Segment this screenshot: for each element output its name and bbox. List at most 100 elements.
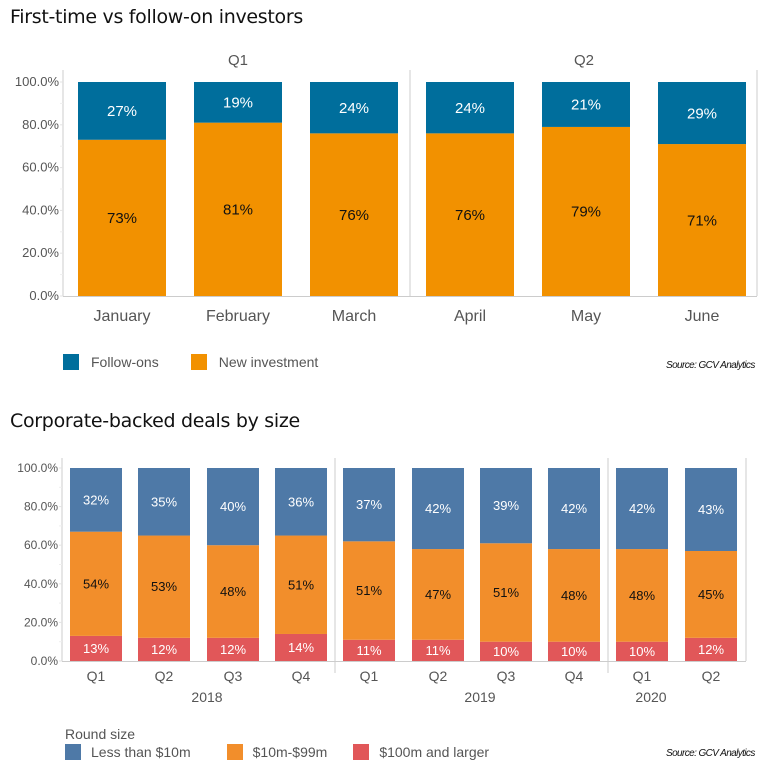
chart1-title: First-time vs follow-on investors: [10, 6, 303, 28]
chart2-source: Source: GCV Analytics: [666, 748, 755, 759]
bar-segment-10m-99m: [685, 550, 737, 638]
legend-item-less-than-10m: Less than $10m: [65, 744, 191, 760]
legend-swatch-follow-ons: [63, 354, 79, 370]
bar-segment-less-than-10m: [275, 468, 327, 536]
x-tick-label: June: [685, 308, 720, 325]
data-label: 12%: [698, 642, 724, 657]
bar-segment-new-investment: [542, 126, 630, 296]
data-label: 47%: [425, 587, 451, 602]
group-label: 2019: [464, 689, 495, 705]
bar-segment-100m-and-larger: [275, 633, 327, 661]
bar-segment-100m-and-larger: [685, 637, 737, 661]
data-label: 51%: [493, 585, 519, 600]
data-label: 81%: [223, 202, 253, 219]
data-label: 54%: [83, 576, 109, 591]
data-label: 21%: [571, 97, 601, 114]
x-tick-label: January: [94, 308, 151, 325]
legend-item-10m-99m: $10m-$99m: [226, 744, 328, 760]
y-tick-label: 40.0%: [22, 202, 59, 217]
bar-segment-100m-and-larger: [480, 641, 532, 661]
bar-segment-10m-99m: [548, 549, 600, 642]
group-label: 2020: [635, 689, 666, 705]
x-tick-label: February: [206, 308, 270, 325]
bar-segment-less-than-10m: [343, 468, 395, 542]
bar-segment-10m-99m: [480, 543, 532, 642]
bar-segment-less-than-10m: [412, 468, 464, 550]
data-label: 43%: [698, 502, 724, 517]
bar-segment-less-than-10m: [138, 468, 190, 536]
y-tick-label: 20.0%: [22, 245, 59, 260]
group-label: Q2: [574, 52, 594, 69]
data-label: 42%: [629, 501, 655, 516]
bar-segment-10m-99m: [616, 549, 668, 642]
bar-segment-follow-ons: [194, 82, 282, 123]
bar-segment-new-investment: [194, 122, 282, 296]
y-tick-label: 100.0%: [15, 74, 60, 89]
data-label: 79%: [571, 204, 601, 221]
data-label: 10%: [493, 644, 519, 659]
x-tick-label: March: [332, 308, 376, 325]
data-label: 48%: [220, 584, 246, 599]
x-tick-label: Q2: [429, 668, 448, 684]
data-label: 24%: [339, 100, 369, 117]
data-label: 76%: [455, 207, 485, 224]
bar-segment-new-investment: [426, 133, 514, 296]
data-label: 51%: [356, 583, 382, 598]
y-tick-label: 0.0%: [29, 288, 59, 303]
data-label: 48%: [561, 588, 587, 603]
bar-segment-100m-and-larger: [616, 641, 668, 661]
x-tick-label: April: [454, 308, 486, 325]
y-tick-label: 0.0%: [31, 654, 59, 668]
legend-label: Less than $10m: [91, 744, 191, 760]
chart2-title: Corporate-backed deals by size: [10, 410, 300, 432]
x-tick-label: May: [571, 308, 601, 325]
x-tick-label: Q4: [565, 668, 584, 684]
data-label: 12%: [151, 642, 177, 657]
bar-segment-follow-ons: [542, 82, 630, 127]
group-label: Q1: [228, 52, 248, 69]
bar-segment-10m-99m: [275, 535, 327, 634]
data-label: 11%: [425, 643, 450, 658]
data-label: 14%: [288, 640, 314, 655]
y-tick-label: 60.0%: [22, 160, 59, 175]
data-label: 10%: [561, 644, 587, 659]
data-label: 40%: [220, 499, 246, 514]
legend-label: $10m-$99m: [252, 744, 328, 760]
bar-segment-100m-and-larger: [548, 641, 600, 661]
bar-segment-10m-99m: [412, 549, 464, 640]
data-label: 53%: [151, 579, 177, 594]
data-label: 12%: [220, 642, 246, 657]
bar-segment-less-than-10m: [548, 468, 600, 550]
bar-segment-less-than-10m: [70, 468, 122, 532]
legend-item-follow-ons: Follow-ons: [63, 354, 159, 370]
bar-segment-100m-and-larger: [70, 635, 122, 661]
legend-swatch-less-than-10m: [65, 744, 81, 760]
bar-segment-10m-99m: [70, 531, 122, 636]
y-tick-label: 100.0%: [17, 461, 58, 475]
data-label: 73%: [107, 210, 137, 227]
bar-segment-follow-ons: [310, 82, 398, 134]
data-label: 42%: [561, 501, 587, 516]
data-label: 19%: [223, 95, 253, 112]
data-label: 48%: [629, 588, 655, 603]
bar-segment-10m-99m: [343, 541, 395, 640]
bar-segment-less-than-10m: [480, 468, 532, 544]
legend-item-new-investment: New investment: [190, 354, 318, 370]
chart1-legend: Follow-ons New investment: [63, 354, 350, 370]
data-label: 24%: [455, 100, 485, 117]
x-tick-label: Q2: [155, 668, 174, 684]
x-tick-label: Q1: [87, 668, 106, 684]
legend-label: $100m and larger: [379, 744, 490, 760]
y-tick-label: 60.0%: [24, 538, 58, 552]
legend-swatch-10m-99m: [226, 744, 243, 760]
y-tick-label: 80.0%: [24, 500, 58, 514]
bar-segment-follow-ons: [426, 82, 514, 134]
bar-segment-new-investment: [78, 139, 166, 296]
data-label: 42%: [425, 501, 451, 516]
legend-swatch-new-investment: [190, 354, 207, 370]
chart1-source: Source: GCV Analytics: [666, 360, 755, 371]
bar-segment-follow-ons: [658, 82, 746, 145]
bar-segment-100m-and-larger: [343, 639, 395, 661]
x-tick-label: Q1: [360, 668, 379, 684]
legend-swatch-100m-and-larger: [353, 744, 370, 760]
